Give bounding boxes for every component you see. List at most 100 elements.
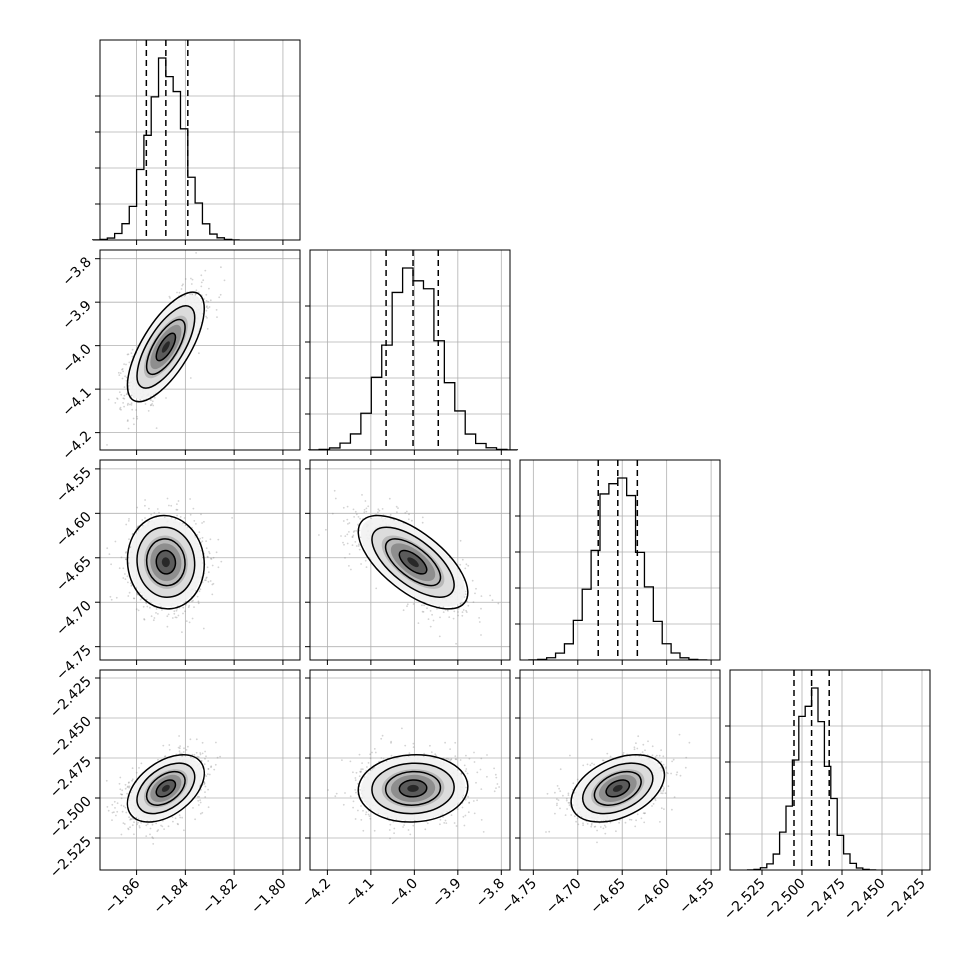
scatter-point: [348, 522, 351, 524]
scatter-point: [128, 816, 131, 819]
scatter-point: [380, 737, 383, 740]
scatter-point: [408, 752, 411, 755]
scatter-point: [217, 566, 220, 569]
scatter-point: [133, 821, 135, 824]
scatter-point: [453, 610, 456, 613]
scatter-point: [140, 762, 143, 765]
scatter-point: [116, 810, 119, 813]
scatter-point: [133, 597, 136, 600]
scatter-point: [205, 300, 208, 302]
scatter-point: [660, 749, 662, 751]
scatter-point: [434, 753, 437, 756]
scatter-point: [567, 801, 570, 804]
contour-line: [605, 779, 631, 798]
scatter-point: [182, 283, 184, 286]
scatter-point: [127, 353, 130, 356]
scatter-point: [389, 837, 391, 840]
scatter-point: [146, 605, 149, 608]
scatter-point: [365, 566, 368, 568]
scatter-point: [461, 614, 464, 617]
contour-line: [371, 762, 455, 815]
scatter-point: [424, 828, 427, 831]
scatter-point: [426, 822, 429, 825]
scatter-point: [205, 576, 208, 579]
scatter-point: [127, 427, 130, 430]
scatter-point: [443, 822, 446, 824]
scatter-point: [168, 744, 171, 746]
scatter-point: [215, 551, 218, 554]
scatter-point: [667, 785, 670, 788]
scatter-point: [460, 772, 463, 775]
scatter-point: [127, 828, 130, 831]
scatter-point: [423, 752, 426, 755]
scatter-point: [197, 602, 200, 605]
scatter-point: [106, 444, 108, 446]
scatter-point: [455, 642, 457, 645]
scatter-point: [212, 556, 215, 559]
scatter-point: [480, 819, 483, 821]
scatter-point: [498, 786, 500, 788]
scatter-point: [480, 607, 482, 610]
scatter-point: [119, 372, 122, 374]
scatter-point: [651, 745, 654, 748]
x-tick-label: −2.475: [801, 876, 849, 924]
scatter-point: [417, 622, 420, 624]
scatter-point: [207, 307, 209, 309]
scatter-point: [582, 824, 584, 827]
scatter-point: [462, 609, 465, 611]
scatter-point: [129, 818, 132, 821]
scatter-point: [126, 419, 129, 421]
scatter-point: [380, 757, 383, 759]
scatter-point: [178, 814, 181, 816]
scatter-point: [180, 288, 183, 290]
scatter-point: [348, 531, 350, 533]
scatter-point: [343, 543, 345, 546]
scatter-point: [189, 738, 192, 741]
scatter-point: [429, 610, 432, 612]
scatter-point: [633, 748, 636, 751]
y-tick-label: −2.500: [47, 794, 95, 842]
scatter-point: [590, 825, 593, 828]
scatter-point: [556, 804, 558, 807]
scatter-point: [111, 811, 114, 814]
scatter-point: [352, 806, 354, 809]
scatter-point: [171, 617, 174, 619]
scatter-point: [493, 790, 496, 793]
scatter-point: [124, 578, 127, 580]
scatter-point: [203, 763, 206, 766]
scatter-point: [495, 776, 498, 779]
scatter-point: [220, 560, 223, 563]
x-tick-label: −4.60: [632, 876, 674, 918]
scatter-point: [622, 752, 625, 754]
scatter-point: [126, 353, 129, 356]
scatter-point: [556, 798, 558, 800]
scatter-point: [421, 521, 424, 524]
scatter-point: [223, 279, 226, 282]
scatter-point: [128, 781, 130, 784]
scatter-point: [459, 539, 462, 542]
scatter-point: [572, 782, 575, 785]
scatter-point: [548, 830, 551, 833]
panel-0-2: [95, 459, 301, 665]
scatter-point: [202, 627, 205, 630]
scatter-point: [654, 798, 656, 800]
scatter-point: [138, 825, 141, 827]
scatter-point: [125, 551, 128, 553]
scatter-point: [114, 540, 117, 543]
panel-1-3: [305, 669, 511, 875]
scatter-point: [390, 740, 392, 743]
scatter-point: [125, 811, 128, 814]
scatter-point: [209, 299, 212, 302]
scatter-point: [479, 768, 482, 771]
scatter-point: [342, 803, 345, 806]
scatter-point: [174, 616, 177, 619]
panel-0-0: [92, 39, 301, 245]
scatter-point: [643, 821, 646, 824]
scatter-point: [346, 533, 349, 536]
scatter-point: [454, 758, 457, 761]
y-tick-label: −4.1: [59, 385, 94, 420]
scatter-point: [556, 802, 558, 805]
scatter-point: [464, 567, 467, 570]
scatter-point: [176, 822, 179, 825]
scatter-point: [497, 602, 500, 605]
